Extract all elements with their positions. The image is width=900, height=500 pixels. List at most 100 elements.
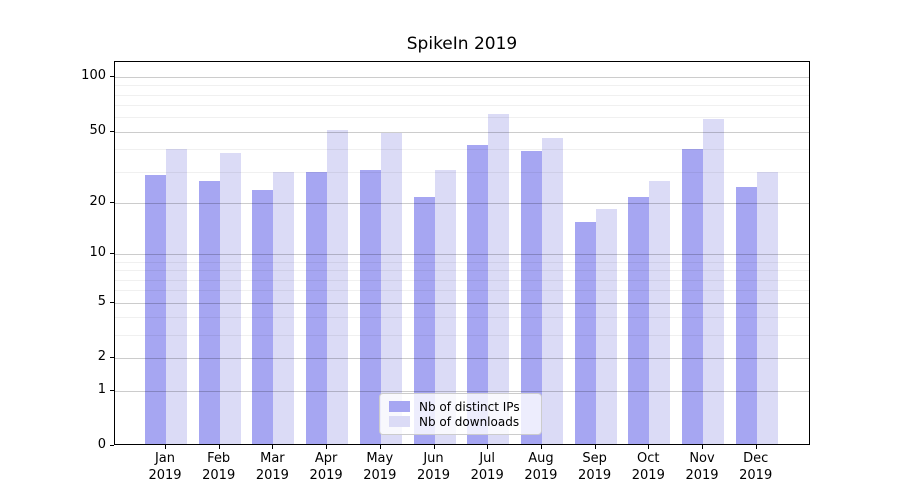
y-tick-label-10: 10	[89, 245, 106, 261]
x-tick-mark-nov	[702, 445, 703, 449]
y-tick-mark-5	[110, 301, 114, 303]
x-tick-label-jul: Jul 2019	[455, 451, 519, 484]
gridline-minor-7	[115, 279, 809, 281]
gridline-minor-80	[115, 94, 809, 96]
x-tick-label-year: 2019	[309, 467, 343, 483]
y-tick-mark-10	[110, 253, 114, 255]
x-tick-label-may: May 2019	[348, 451, 412, 484]
x-tick-mark-oct	[648, 445, 650, 449]
y-tick-label-100: 100	[81, 68, 106, 84]
y-tick-label-1: 1	[97, 381, 106, 397]
bar-downloads-sep	[595, 208, 617, 444]
x-tick-mark-aug	[540, 445, 542, 449]
y-tick-mark-1	[110, 389, 114, 391]
y-tick-label-2: 2	[97, 349, 106, 365]
x-tick-label-year: 2019	[255, 467, 289, 483]
gridline-minor-9	[115, 261, 809, 263]
gridline-minor-40	[115, 149, 809, 151]
x-tick-label-mar: Mar 2019	[240, 451, 304, 484]
gridline-minor-8	[115, 270, 809, 272]
x-tick-label-month: Mar	[260, 451, 285, 466]
x-tick-label-sep: Sep 2019	[563, 451, 627, 484]
y-tick-mark-2	[110, 357, 114, 359]
gridline-minor-30	[115, 171, 809, 173]
x-tick-label-month: Nov	[689, 451, 715, 466]
bar-distinct-ips-nov	[682, 149, 703, 444]
x-tick-mark-apr	[326, 445, 328, 449]
legend-swatch-downloads	[389, 416, 410, 427]
x-tick-label-month: Jan	[154, 451, 176, 466]
bar-distinct-ips-jul	[467, 145, 489, 444]
bar-downloads-jan	[166, 149, 187, 444]
gridline-major-5	[115, 302, 809, 304]
x-tick-label-apr: Apr 2019	[294, 451, 358, 484]
x-tick-mark-may	[379, 445, 381, 449]
gridline-major-1	[115, 390, 809, 392]
x-tick-label-year: 2019	[685, 467, 719, 483]
x-tick-label-year: 2019	[470, 467, 504, 483]
y-tick-mark-50	[110, 130, 114, 132]
gridline-major-10	[115, 254, 809, 256]
x-tick-label-year: 2019	[524, 467, 558, 483]
y-tick-mark-0	[110, 445, 114, 446]
gridline-minor-6	[115, 290, 809, 292]
bar-distinct-ips-aug	[520, 151, 542, 444]
gridline-minor-3	[115, 335, 809, 337]
x-tick-label-nov: Nov 2019	[670, 451, 734, 484]
x-tick-label-jan: Jan 2019	[133, 451, 197, 484]
legend-label-distinct-ips: Nb of distinct IPs	[419, 399, 520, 414]
y-tick-label-0: 0	[97, 437, 106, 452]
legend-item-distinct-ips: Nb of distinct IPs	[389, 399, 533, 414]
bar-downloads-dec	[756, 172, 778, 444]
x-tick-label-year: 2019	[416, 467, 451, 483]
x-tick-label-year: 2019	[578, 467, 612, 483]
bar-distinct-ips-oct	[628, 196, 650, 444]
bar-downloads-jun	[434, 169, 456, 444]
bar-distinct-ips-sep	[574, 222, 596, 444]
x-tick-label-jun: Jun 2019	[402, 451, 466, 484]
gridline-minor-4	[115, 317, 809, 319]
plot-area	[114, 61, 810, 445]
bar-downloads-nov	[703, 119, 724, 444]
x-tick-label-year: 2019	[363, 467, 397, 483]
x-tick-label-aug: Aug 2019	[509, 451, 573, 484]
bar-downloads-feb	[219, 153, 241, 444]
y-tick-label-50: 50	[89, 122, 106, 138]
gridline-minor-60	[115, 117, 809, 119]
legend-item-downloads: Nb of downloads	[389, 415, 533, 429]
x-tick-label-dec: Dec 2019	[724, 451, 788, 484]
bar-downloads-jul	[488, 114, 510, 444]
bar-distinct-ips-may	[359, 169, 381, 444]
y-tick-label-5: 5	[97, 293, 106, 309]
gridline-major-50	[115, 131, 809, 133]
gridline-minor-90	[115, 85, 809, 87]
y-tick-mark-100	[110, 76, 114, 78]
x-tick-label-year: 2019	[148, 467, 182, 483]
x-tick-label-month: Jun	[423, 451, 444, 466]
bar-downloads-aug	[541, 137, 563, 444]
chart-title: SpikeIn 2019	[406, 34, 518, 54]
x-tick-label-month: Sep	[582, 451, 607, 466]
bar-distinct-ips-feb	[198, 180, 220, 444]
bar-distinct-ips-apr	[306, 172, 328, 444]
x-tick-label-feb: Feb 2019	[187, 451, 251, 484]
x-tick-mark-feb	[218, 445, 220, 449]
x-tick-label-month: May	[366, 451, 394, 466]
x-tick-label-month: Aug	[528, 451, 554, 466]
bar-distinct-ips-mar	[252, 189, 274, 444]
y-tick-mark-20	[110, 201, 114, 203]
gridline-major-100	[115, 77, 809, 79]
x-tick-label-month: Jul	[479, 451, 496, 466]
x-tick-mark-sep	[594, 445, 596, 449]
x-tick-label-oct: Oct 2019	[616, 451, 680, 484]
bar-distinct-ips-jun	[413, 196, 435, 444]
x-tick-label-month: Oct	[637, 451, 660, 466]
y-tick-label-20: 20	[89, 193, 106, 209]
x-tick-mark-mar	[272, 445, 274, 449]
x-tick-label-month: Dec	[743, 451, 769, 466]
legend: Nb of distinct IPs Nb of downloads	[379, 393, 542, 435]
bar-downloads-oct	[649, 180, 671, 444]
x-tick-mark-dec	[755, 445, 757, 449]
x-tick-label-year: 2019	[739, 467, 773, 483]
